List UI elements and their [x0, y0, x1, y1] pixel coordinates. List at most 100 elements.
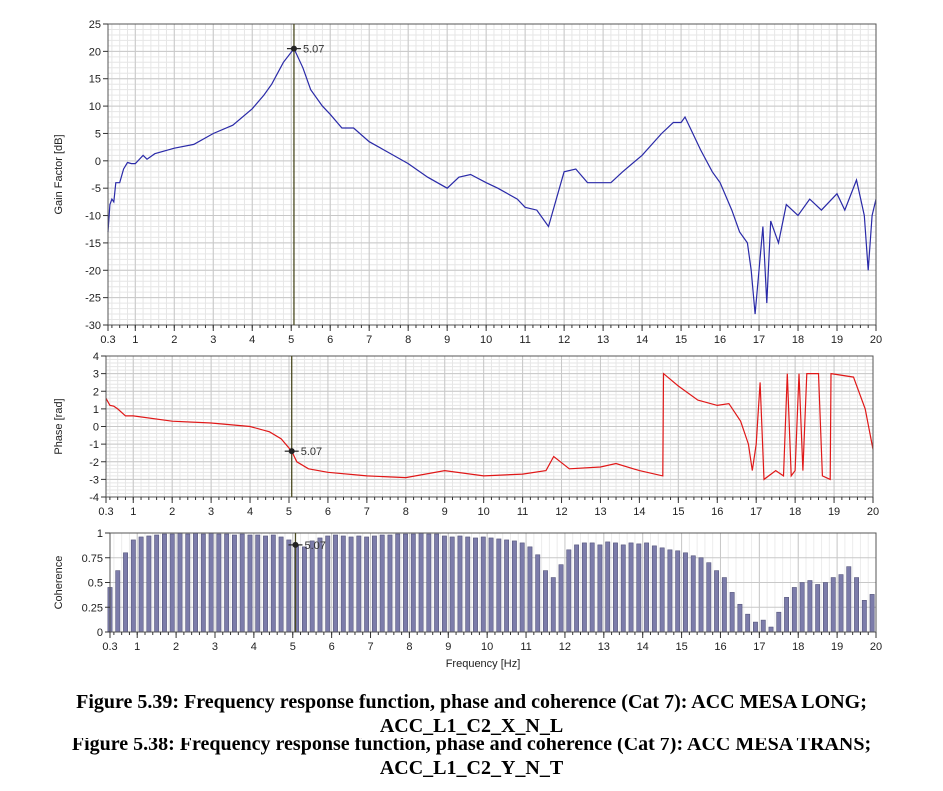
coherence-bar — [224, 533, 230, 633]
coherence-bar — [504, 539, 510, 633]
x-tick-label: 11 — [517, 506, 528, 518]
x-tick-label: 5 — [286, 506, 292, 518]
y-tick-label: -25 — [85, 293, 101, 305]
coherence-bar — [597, 544, 603, 633]
coherence-bar — [784, 597, 790, 633]
coherence-bar — [566, 549, 572, 633]
y-tick-label: -30 — [85, 320, 101, 332]
coherence-bar — [340, 535, 346, 633]
coherence-bar — [854, 577, 859, 633]
coherence-bar — [776, 611, 782, 633]
x-tick-label: 15 — [675, 334, 687, 346]
x-tick-label: 8 — [406, 641, 412, 653]
coherence-bar — [185, 533, 191, 633]
x-tick-label: 9 — [445, 641, 451, 653]
cursor-marker — [290, 45, 297, 52]
coherence-bar — [550, 577, 556, 633]
coherence-bar — [659, 547, 665, 633]
y-tick-label: -15 — [85, 238, 101, 250]
coherence-bar — [675, 550, 681, 633]
series-line-phase — [105, 372, 874, 481]
cursor-label: 5.07 — [303, 44, 324, 56]
coherence-bar — [200, 533, 206, 633]
caption-line-4: ACC_L1_C2_Y_N_T — [379, 757, 564, 779]
y-tick-label: -2 — [89, 457, 99, 469]
x-tick-label: 3 — [210, 334, 216, 346]
x-tick-label: 17 — [753, 334, 765, 346]
coherence-bar — [403, 533, 408, 633]
x-tick-label: 7 — [367, 641, 373, 653]
coherence-bar — [115, 570, 121, 633]
coherence-bar — [208, 532, 214, 633]
x-tick-label: 14 — [637, 641, 649, 653]
coherence-bar — [535, 554, 541, 633]
coherence-bar — [667, 549, 673, 633]
x-tick-label: 20 — [867, 506, 879, 518]
coherence-bar — [161, 533, 167, 633]
coherence-bar — [543, 570, 548, 633]
x-tick-label: 12 — [559, 641, 571, 653]
coherence-bar — [395, 533, 401, 633]
y-tick-label: 25 — [89, 19, 101, 31]
coherence-bar — [317, 537, 323, 633]
coherence-bar — [737, 603, 743, 633]
cursor-marker — [288, 448, 295, 455]
coherence-bar — [418, 532, 424, 633]
coherence-bar — [325, 535, 331, 633]
x-tick-label: 16 — [714, 641, 726, 653]
coherence-bar — [815, 584, 821, 633]
x-tick-label: 8 — [403, 506, 409, 518]
coherence-bar — [480, 536, 486, 633]
x-tick-label: 0.3 — [100, 334, 115, 346]
x-tick-label: 3 — [208, 506, 214, 518]
coherence-bar — [807, 580, 813, 633]
coherence-bar — [488, 537, 494, 633]
y-tick-label: -1 — [89, 439, 99, 451]
coherence-bar — [309, 540, 315, 633]
coherence-bar — [511, 540, 517, 633]
plot-frame — [107, 23, 877, 326]
coherence-bar — [138, 536, 144, 633]
x-tick-label: 4 — [251, 641, 257, 653]
x-tick-label: 10 — [478, 506, 490, 518]
x-tick-label: 6 — [329, 641, 335, 653]
x-tick-label: 1 — [134, 641, 140, 653]
x-tick-label: 20 — [870, 334, 882, 346]
y-tick-label: 0.25 — [82, 602, 103, 614]
y-tick-label: 0 — [97, 627, 103, 639]
coherence-bar — [620, 544, 626, 633]
y-tick-label: 10 — [89, 101, 101, 113]
coherence-bar — [441, 535, 447, 633]
coherence-bar — [364, 536, 370, 633]
grid — [110, 532, 877, 633]
coherence-bar — [410, 533, 416, 633]
x-tick-label: 7 — [366, 334, 372, 346]
coherence-bar — [846, 566, 852, 633]
coherence-bar — [589, 542, 595, 633]
coherence-bar — [169, 533, 175, 633]
coherence-bar — [239, 533, 245, 633]
x-tick-label: 1 — [130, 506, 136, 518]
y-tick-label: 20 — [89, 46, 101, 58]
y-tick-label: -3 — [89, 474, 99, 486]
y-tick-label: 1 — [97, 528, 103, 540]
coherence-bar — [286, 539, 292, 633]
x-tick-label: 11 — [519, 334, 530, 346]
x-tick-label: 6 — [327, 334, 333, 346]
x-tick-label: 2 — [169, 506, 175, 518]
x-axis-label: Frequency [Hz] — [446, 658, 521, 670]
y-tick-label: -5 — [91, 183, 101, 195]
x-tick-label: 2 — [173, 641, 179, 653]
caption-line-2: ACC_L1_C2_X_N_L — [379, 715, 564, 737]
x-tick-label: 13 — [594, 506, 606, 518]
y-tick-label: -20 — [85, 265, 101, 277]
x-tick-label: 6 — [325, 506, 331, 518]
x-tick-label: 2 — [171, 334, 177, 346]
coherence-bar — [457, 535, 463, 633]
x-tick-label: 9 — [444, 334, 450, 346]
y-tick-label: 3 — [93, 369, 99, 381]
coherence-bar — [861, 600, 867, 633]
x-tick-label: 15 — [675, 641, 687, 653]
coherence-bar — [830, 577, 836, 633]
